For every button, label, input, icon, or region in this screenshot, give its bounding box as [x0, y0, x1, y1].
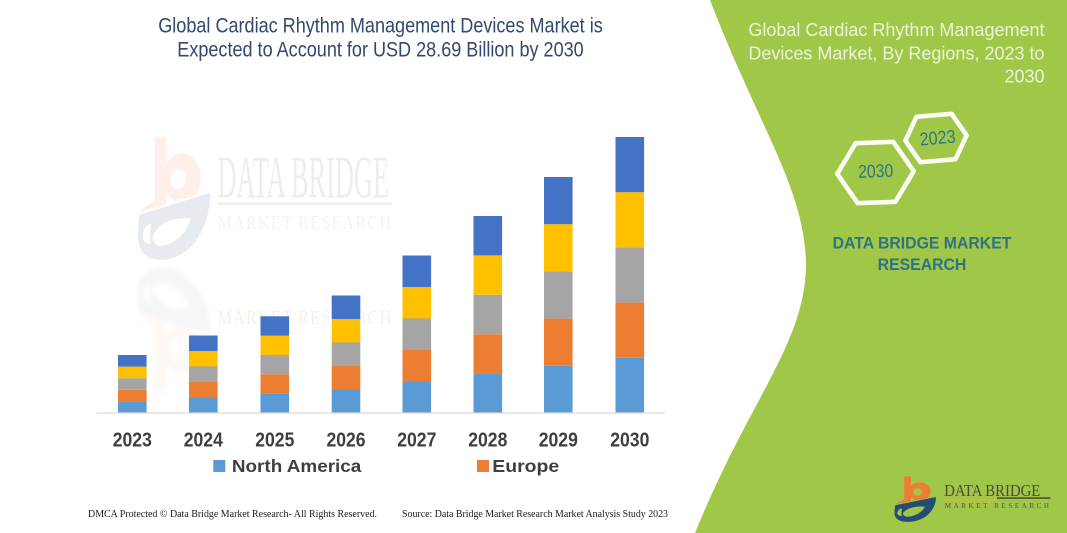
svg-text:2030: 2030 [1004, 67, 1044, 87]
svg-text:Global Cardiac Rhythm Manageme: Global Cardiac Rhythm Management Devices… [158, 14, 603, 38]
svg-text:2025: 2025 [255, 428, 294, 450]
svg-text:2029: 2029 [539, 428, 578, 450]
svg-text:2030: 2030 [610, 428, 649, 450]
svg-text:MARKET RESEARCH: MARKET RESEARCH [945, 502, 1052, 510]
svg-text:Source: Data Bridge Market Res: Source: Data Bridge Market Research Mark… [402, 508, 668, 520]
svg-text:North America: North America [232, 455, 362, 475]
svg-text:2023: 2023 [113, 428, 152, 450]
svg-text:DMCA Protected © Data Bridge M: DMCA Protected © Data Bridge Market Rese… [88, 508, 377, 520]
svg-text:DATA BRIDGE: DATA BRIDGE [944, 482, 1040, 500]
svg-text:2030: 2030 [858, 159, 894, 182]
svg-text:2028: 2028 [468, 428, 507, 450]
svg-text:RESEARCH: RESEARCH [878, 256, 967, 275]
svg-text:2026: 2026 [326, 428, 365, 450]
svg-text:DATA BRIDGE MARKET: DATA BRIDGE MARKET [833, 234, 1012, 253]
svg-text:Devices Market, By Regions, 20: Devices Market, By Regions, 2023 to [748, 43, 1044, 63]
svg-text:2024: 2024 [184, 428, 224, 450]
svg-text:DATA BRIDGE: DATA BRIDGE [218, 146, 390, 212]
svg-text:2027: 2027 [397, 428, 436, 450]
svg-text:Expected to Account for USD 28: Expected to Account for USD 28.69 Billio… [177, 38, 584, 62]
svg-text:2023: 2023 [919, 126, 957, 150]
svg-text:Europe: Europe [492, 456, 559, 476]
svg-text:MARKET RESEARCH: MARKET RESEARCH [218, 211, 393, 233]
svg-text:Global Cardiac Rhythm Manageme: Global Cardiac Rhythm Management [748, 20, 1044, 40]
svg-text:MARKET RESEARCH: MARKET RESEARCH [218, 306, 393, 328]
